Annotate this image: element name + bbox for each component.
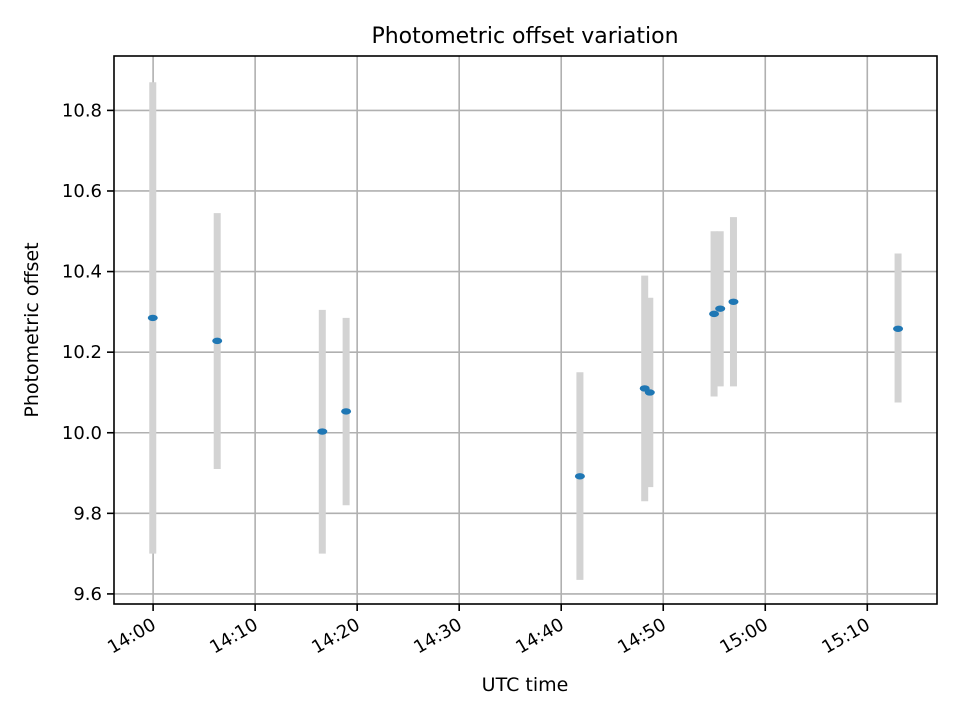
data-point <box>644 389 655 396</box>
x-axis-label: UTC time <box>482 674 569 696</box>
data-point <box>709 310 720 318</box>
chart-title: Photometric offset variation <box>371 24 678 49</box>
data-point <box>212 337 223 345</box>
y-tick-label: 9.8 <box>73 503 102 524</box>
data-point <box>341 408 352 415</box>
y-tick-label: 9.6 <box>73 584 102 605</box>
y-tick-label: 10.2 <box>62 342 102 363</box>
data-point-layer <box>147 298 904 480</box>
data-point <box>715 305 726 312</box>
data-point <box>574 473 585 480</box>
y-tick-label: 10.8 <box>62 100 102 121</box>
y-tick-label: 10.6 <box>62 181 102 202</box>
data-point <box>728 298 739 305</box>
plot-frame <box>113 55 938 605</box>
data-point <box>147 314 158 322</box>
data-point <box>893 325 904 332</box>
grid-layer <box>114 56 937 604</box>
y-tick-label: 10.4 <box>62 262 102 283</box>
y-tick-label: 10.0 <box>62 423 102 444</box>
y-axis-label: Photometric offset <box>21 242 43 417</box>
data-point <box>317 428 328 435</box>
